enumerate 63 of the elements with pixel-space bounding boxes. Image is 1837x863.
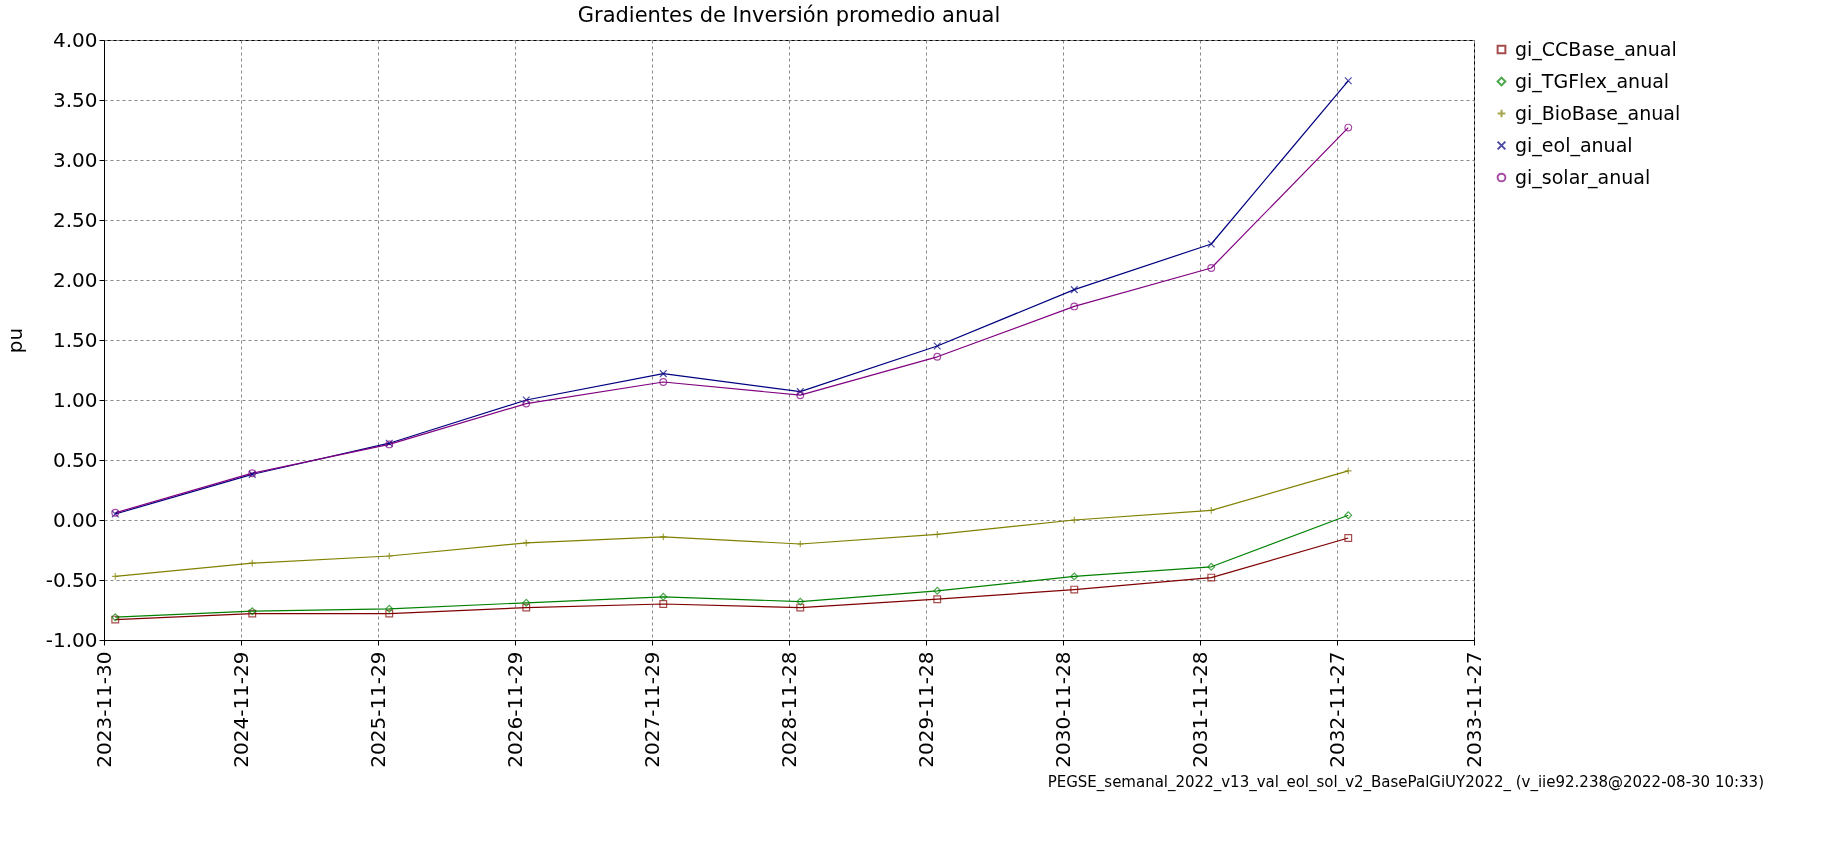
x-tick-label: 2030-11-28 bbox=[1050, 651, 1075, 768]
point bbox=[933, 352, 942, 361]
point bbox=[1207, 562, 1216, 571]
y-tick-label: 3.00 bbox=[52, 147, 98, 172]
point bbox=[796, 597, 805, 606]
point bbox=[1070, 585, 1079, 594]
point bbox=[385, 552, 394, 560]
x-tick-label: 2023-11-30 bbox=[91, 651, 116, 768]
x-tick-label: 2032-11-27 bbox=[1324, 651, 1349, 768]
point bbox=[385, 609, 394, 618]
point bbox=[1070, 572, 1079, 581]
y-tick-label: 2.50 bbox=[52, 207, 98, 232]
y-tick-label: 4.00 bbox=[52, 27, 98, 52]
x-tick-label: 2024-11-29 bbox=[228, 651, 253, 768]
point bbox=[522, 603, 531, 612]
point bbox=[796, 387, 805, 396]
y-tick-label: 0.50 bbox=[52, 447, 98, 472]
y-tick-label: -0.50 bbox=[45, 567, 98, 592]
point bbox=[522, 399, 531, 408]
point bbox=[933, 586, 942, 595]
point bbox=[659, 369, 668, 378]
legend-label: gi_solar_anual bbox=[1515, 165, 1651, 189]
legend-label: gi_eol_anual bbox=[1515, 133, 1633, 157]
y-tick-label: -1.00 bbox=[45, 627, 98, 652]
legend-label: gi_BioBase_anual bbox=[1515, 101, 1681, 125]
y-tick-label: 3.50 bbox=[52, 87, 98, 112]
point bbox=[796, 540, 805, 548]
point bbox=[1070, 302, 1079, 311]
point bbox=[796, 603, 805, 612]
point bbox=[1344, 76, 1353, 85]
legend-label: gi_TGFlex_anual bbox=[1515, 69, 1670, 93]
x-tick-label: 2033-11-27 bbox=[1461, 651, 1486, 768]
point bbox=[659, 600, 668, 608]
point bbox=[1207, 264, 1216, 272]
legend-label: gi_CCBase_anual bbox=[1515, 37, 1677, 61]
y-axis-title: pu bbox=[2, 327, 27, 354]
point bbox=[1207, 573, 1216, 582]
x-tick-label: 2028-11-28 bbox=[776, 651, 801, 768]
point bbox=[1344, 534, 1353, 542]
y-tick-label: 1.00 bbox=[52, 387, 98, 412]
point bbox=[933, 342, 942, 350]
point bbox=[1344, 511, 1353, 520]
x-tick-label: 2026-11-29 bbox=[502, 651, 527, 768]
text: PEGSE_semanal_2022_v13_val_eol_sol_v2_BasePalGiUY2022_ (v_iie92.238@2022-08-30 10:33) bbox=[1047, 773, 1764, 792]
point bbox=[659, 378, 668, 386]
point bbox=[659, 592, 668, 601]
point bbox=[933, 595, 942, 604]
point bbox=[385, 604, 394, 613]
x-tick-label: 2029-11-28 bbox=[913, 651, 938, 768]
point bbox=[1070, 285, 1079, 294]
point bbox=[1070, 516, 1079, 524]
point bbox=[522, 396, 531, 404]
x-tick-label: 2027-11-29 bbox=[639, 651, 664, 768]
x-tick-label: 2025-11-29 bbox=[365, 651, 390, 768]
y-tick-label: 1.50 bbox=[52, 327, 98, 352]
chart-title: Gradientes de Inversión promedio anual bbox=[577, 3, 1001, 27]
point bbox=[1207, 240, 1216, 248]
point bbox=[1344, 123, 1353, 132]
point bbox=[522, 598, 531, 607]
x-tick-label: 2031-11-28 bbox=[1187, 651, 1212, 768]
y-tick-label: 0.00 bbox=[52, 507, 98, 532]
point bbox=[796, 391, 805, 400]
y-tick-label: 2.00 bbox=[52, 267, 98, 292]
